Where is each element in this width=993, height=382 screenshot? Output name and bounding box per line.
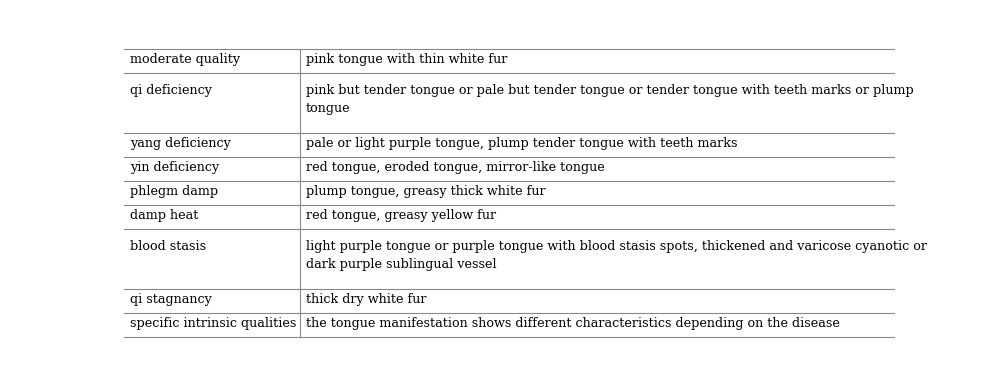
Text: plump tongue, greasy thick white fur: plump tongue, greasy thick white fur	[306, 185, 545, 198]
Text: qi stagnancy: qi stagnancy	[130, 293, 213, 306]
Text: phlegm damp: phlegm damp	[130, 185, 218, 198]
Text: thick dry white fur: thick dry white fur	[306, 293, 426, 306]
Text: blood stasis: blood stasis	[130, 240, 207, 253]
Text: the tongue manifestation shows different characteristics depending on the diseas: the tongue manifestation shows different…	[306, 317, 840, 330]
Text: damp heat: damp heat	[130, 209, 199, 222]
Text: dark purple sublingual vessel: dark purple sublingual vessel	[306, 259, 496, 272]
Text: pale or light purple tongue, plump tender tongue with teeth marks: pale or light purple tongue, plump tende…	[306, 137, 737, 150]
Text: yang deficiency: yang deficiency	[130, 137, 231, 150]
Text: red tongue, eroded tongue, mirror-like tongue: red tongue, eroded tongue, mirror-like t…	[306, 161, 605, 174]
Text: specific intrinsic qualities: specific intrinsic qualities	[130, 317, 297, 330]
Text: qi deficiency: qi deficiency	[130, 84, 213, 97]
Text: pink but tender tongue or pale but tender tongue or tender tongue with teeth mar: pink but tender tongue or pale but tende…	[306, 84, 914, 97]
Text: pink tongue with thin white fur: pink tongue with thin white fur	[306, 53, 507, 66]
Text: red tongue, greasy yellow fur: red tongue, greasy yellow fur	[306, 209, 496, 222]
Text: light purple tongue or purple tongue with blood stasis spots, thickened and vari: light purple tongue or purple tongue wit…	[306, 240, 926, 253]
Text: moderate quality: moderate quality	[130, 53, 240, 66]
Text: tongue: tongue	[306, 102, 351, 115]
Text: yin deficiency: yin deficiency	[130, 161, 219, 174]
